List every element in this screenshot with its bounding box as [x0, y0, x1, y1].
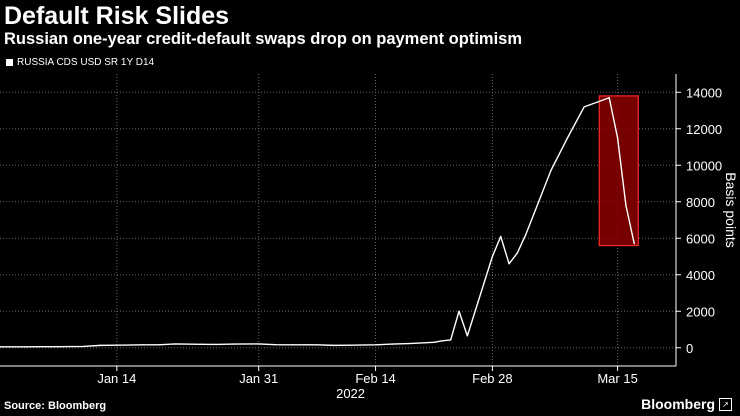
data-point [374, 344, 377, 346]
data-point [550, 170, 552, 172]
x-tick-label: Jan 31 [239, 371, 278, 386]
data-point [216, 343, 218, 346]
data-point [625, 204, 627, 206]
y-tick-label: 14000 [686, 85, 722, 100]
legend-label: RUSSIA CDS USD SR 1Y D14 [17, 57, 155, 68]
data-point [566, 137, 569, 139]
data-point [174, 343, 176, 345]
series-line [0, 97, 635, 348]
data-point [508, 263, 510, 265]
data-point [291, 344, 293, 346]
data-point [99, 344, 101, 346]
brand-logo: Bloomberg ↗ [641, 396, 732, 412]
y-tick-label: 12000 [686, 122, 722, 137]
data-point [500, 235, 502, 238]
y-tick-label: 0 [686, 341, 693, 356]
data-point [24, 346, 26, 348]
y-tick-label: 8000 [686, 195, 715, 210]
chart-subtitle: Russian one-year credit-default swaps dr… [4, 30, 523, 48]
y-tick-label: 2000 [686, 304, 715, 319]
data-point [41, 346, 43, 348]
y-tick-label: 6000 [686, 231, 715, 246]
data-point [0, 346, 1, 348]
x-tick-label: Mar 15 [597, 371, 637, 386]
y-axis-title: Basis points [723, 172, 739, 247]
data-point [408, 342, 410, 345]
data-point [82, 345, 85, 348]
data-point [458, 310, 460, 312]
data-point [333, 344, 335, 346]
data-point [141, 344, 143, 346]
data-point [616, 137, 619, 139]
x-tick-label: Feb 28 [472, 371, 512, 386]
data-point [608, 97, 610, 99]
legend-swatch [6, 59, 13, 66]
data-point [349, 344, 352, 346]
data-point [258, 343, 260, 345]
data-point [525, 234, 527, 236]
y-tick-label: 4000 [686, 268, 715, 283]
data-point [450, 339, 452, 341]
brand-name: Bloomberg [641, 396, 715, 412]
x-year-label: 2022 [336, 386, 365, 401]
legend: RUSSIA CDS USD SR 1Y D14 [6, 57, 154, 68]
data-point [491, 255, 493, 258]
data-point [583, 106, 585, 108]
x-tick-label: Feb 14 [355, 371, 395, 386]
source-note: Source: Bloomberg [4, 400, 107, 412]
data-point [274, 344, 277, 346]
highlight-box [598, 95, 639, 247]
data-point [391, 343, 393, 345]
chart-title: Default Risk Slides [4, 2, 230, 30]
data-point [233, 343, 235, 345]
data-point [157, 344, 160, 346]
data-point [441, 340, 443, 342]
data-point [433, 341, 435, 343]
data-point [116, 344, 118, 346]
data-point [199, 343, 201, 345]
data-point [316, 344, 318, 346]
brand-mark-icon: ↗ [719, 397, 732, 411]
y-tick-label: 10000 [686, 158, 722, 173]
data-point [516, 252, 519, 254]
x-tick-label: Jan 14 [97, 371, 136, 386]
data-point [466, 335, 468, 337]
data-point [633, 243, 635, 245]
data-point [57, 346, 60, 348]
